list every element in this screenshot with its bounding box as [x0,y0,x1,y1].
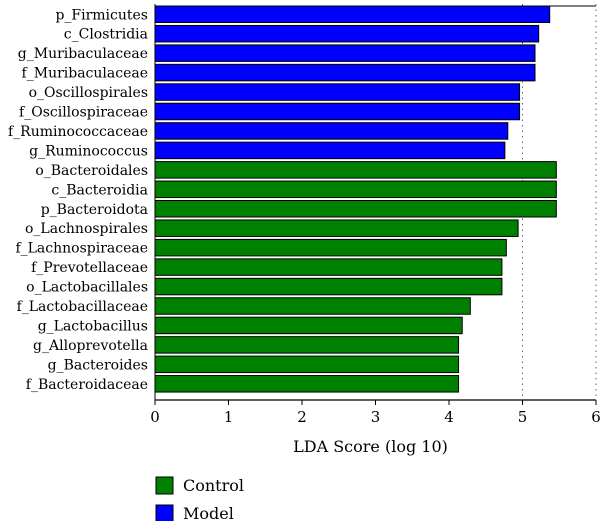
bar-f-ruminococcaceae [154,122,509,140]
legend-swatch-model [155,504,174,521]
bar-o-bacteroidales [154,161,557,179]
x-tick-label: 2 [297,408,307,426]
bar-f-muribaculaceae [154,63,536,82]
bar-c-clostridia [154,24,540,43]
bar-g-alloprevotella [154,336,460,354]
bar-p-bacteroidota [154,200,557,218]
category-label: p_Firmicutes [55,7,148,23]
category-label: f_Bacteroidaceae [26,377,148,393]
category-label: c_Clostridia [64,27,148,43]
bar-f-prevotellaceae [154,258,503,276]
category-label: f_Muribaculaceae [22,66,148,82]
category-label: f_Ruminococcaceae [8,124,148,140]
category-label: f_Lachnospiraceae [15,241,148,257]
category-label: g_Alloprevotella [33,338,148,354]
legend-label-model: Model [183,504,234,521]
bar-g-lactobacillus [154,316,463,335]
category-label: o_Bacteroidales [35,163,148,179]
bar-g-bacteroides [154,355,460,374]
category-label: g_Lactobacillus [38,318,148,334]
bar-f-bacteroidaceae [154,375,460,393]
bar-f-lachnospiraceae [154,238,507,257]
plot-area: p_Firmicutes c_Clostridia g_Muribaculaceae… [8,4,600,426]
category-label: f_Oscillospiraceae [19,105,148,121]
bar-p-firmicutes [154,5,551,23]
legend-label-control: Control [183,476,244,495]
bar-o-lactobacillales [154,277,503,296]
category-label: g_Bacteroides [48,357,148,373]
legend-swatch-control [155,476,174,495]
bar-f-oscillospiraceae [154,102,521,121]
x-tick-label: 4 [444,408,454,426]
category-label: f_Lactobacillaceae [17,299,148,315]
category-label: f_Prevotellaceae [31,260,148,276]
category-label: g_Muribaculaceae [18,46,148,62]
x-tick-label: 1 [224,408,234,426]
legend: Control Model [155,476,244,521]
category-label: o_Lachnospirales [25,221,148,237]
category-label: c_Bacteroidia [51,182,148,198]
x-axis-title: LDA Score (log 10) [293,437,448,456]
bar-g-ruminococcus [154,141,506,160]
category-label: p_Bacteroidota [41,202,148,218]
x-tick-label: 6 [591,408,600,426]
category-label: o_Lactobacillales [26,280,148,296]
bar-o-lachnospirales [154,219,519,237]
bar-g-muribaculaceae [154,44,536,62]
bar-c-bacteroidia [154,180,557,199]
x-tick-label: 3 [371,408,381,426]
bar-f-lactobacillaceae [154,297,471,315]
x-tick-label: 0 [150,408,160,426]
bar-o-oscillospirales [154,83,521,101]
category-label: o_Oscillospirales [29,85,148,101]
category-label: g_Ruminococcus [29,143,148,159]
x-tick-label: 5 [518,408,528,426]
